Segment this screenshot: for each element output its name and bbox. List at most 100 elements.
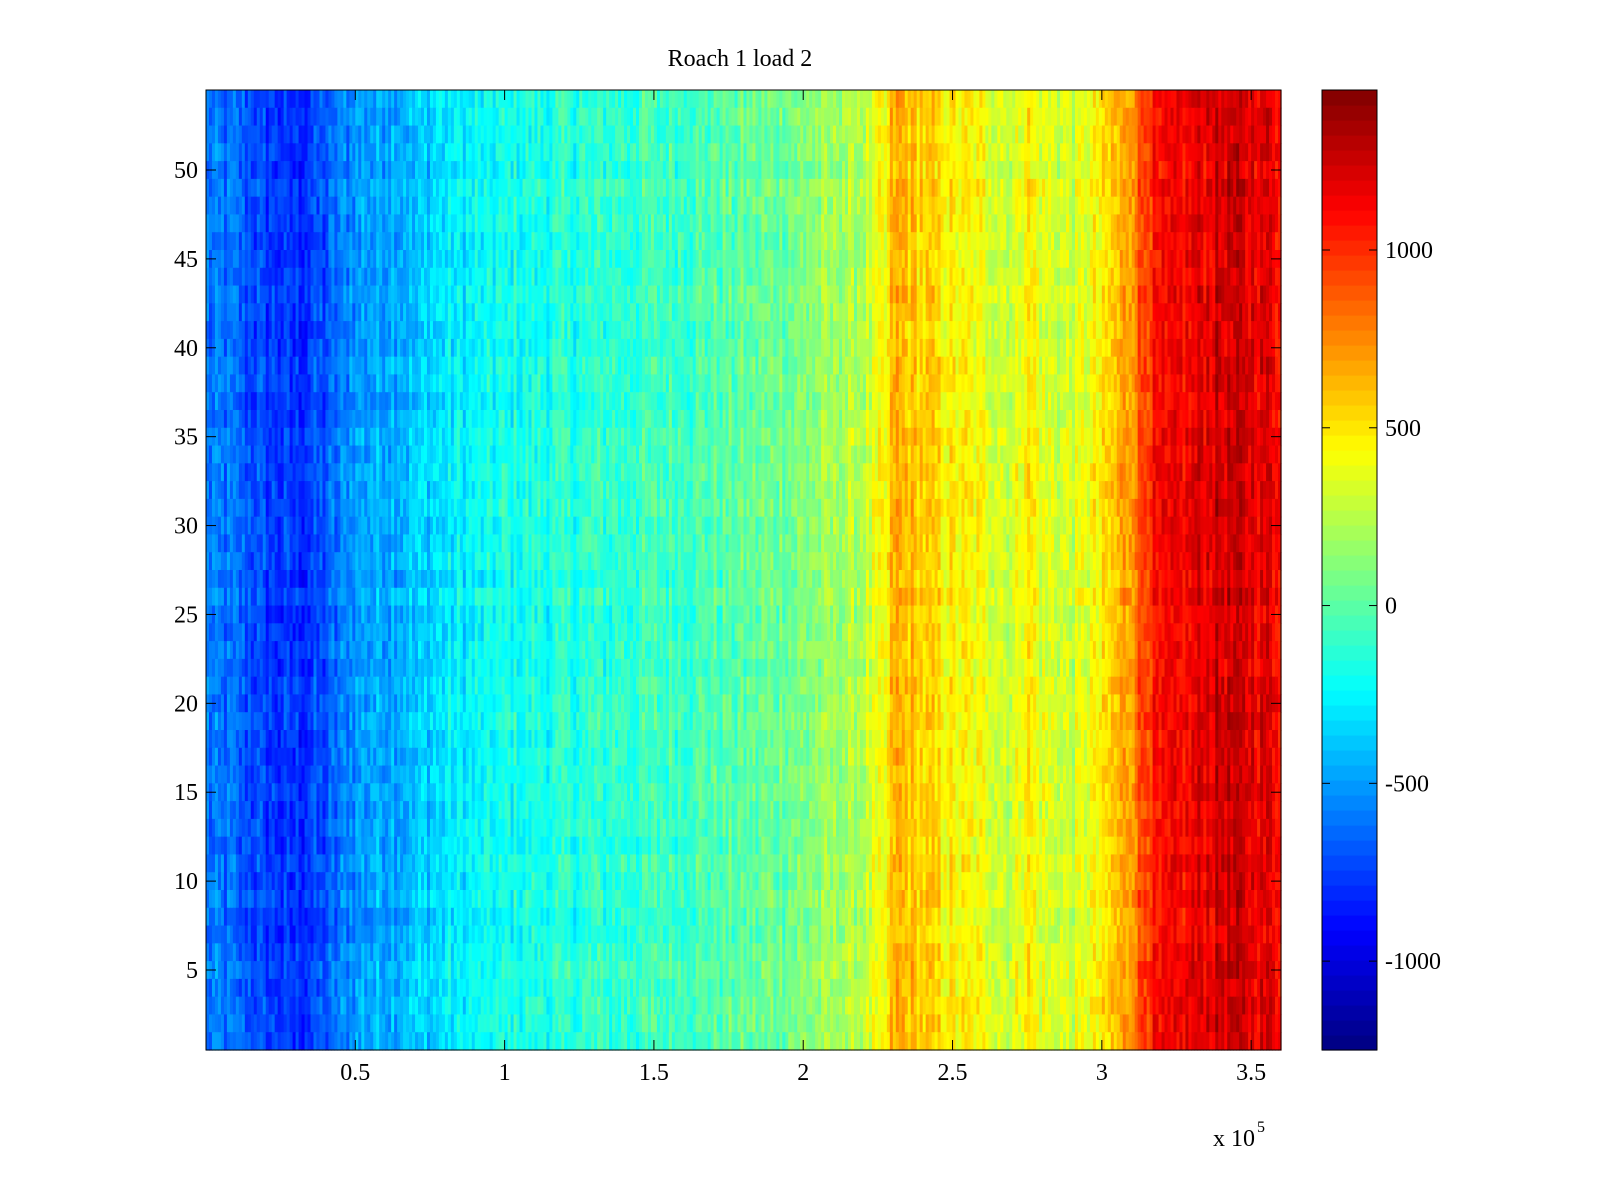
heatmap-cell: [367, 303, 371, 322]
heatmap-cell: [722, 196, 727, 216]
heatmap-cell: [444, 285, 449, 304]
heatmap-cell: [579, 90, 583, 109]
heatmap-cell: [1045, 214, 1049, 233]
heatmap-cell: [495, 214, 500, 233]
heatmap-cell: [382, 214, 386, 233]
heatmap-cell: [232, 178, 237, 198]
heatmap-cell: [540, 321, 545, 340]
heatmap-cell: [1101, 161, 1106, 180]
heatmap-cell: [576, 143, 580, 162]
heatmap-cell: [214, 90, 219, 109]
heatmap-cell: [919, 303, 924, 322]
heatmap-cell: [1203, 250, 1207, 269]
heatmap-cell: [627, 303, 631, 322]
heatmap-cell: [397, 143, 401, 162]
heatmap-cell: [217, 285, 222, 304]
heatmap-cell: [412, 214, 416, 233]
heatmap-cell: [755, 267, 760, 287]
heatmap-cell: [319, 161, 324, 180]
heatmap-cell: [1191, 161, 1196, 180]
heatmap-cell: [546, 303, 551, 322]
heatmap-cell: [650, 196, 655, 216]
heatmap-cell: [1170, 250, 1175, 269]
heatmap-cell: [940, 107, 945, 127]
heatmap-cell: [1048, 107, 1052, 127]
heatmap-cell: [1092, 285, 1097, 304]
heatmap-cell: [1143, 214, 1148, 233]
heatmap-cell: [364, 90, 368, 109]
heatmap-cell: [910, 161, 915, 180]
heatmap-cell: [235, 267, 240, 287]
heatmap-cell: [689, 303, 694, 322]
heatmap-cell: [304, 267, 309, 287]
heatmap-cell: [770, 250, 774, 269]
heatmap-cell: [337, 90, 341, 109]
heatmap-cell: [409, 285, 413, 304]
heatmap-cell: [725, 232, 730, 251]
heatmap-cell: [1209, 90, 1213, 109]
heatmap-cell: [549, 196, 553, 216]
heatmap-cell: [286, 125, 291, 144]
heatmap-cell: [985, 90, 989, 109]
heatmap-cell: [358, 196, 362, 216]
heatmap-cell: [791, 303, 795, 322]
heatmap-cell: [355, 214, 359, 233]
heatmap-cell: [513, 303, 518, 322]
heatmap-cell: [1134, 267, 1139, 287]
heatmap-cell: [1003, 267, 1007, 287]
heatmap-cell: [597, 321, 601, 340]
heatmap-cell: [206, 178, 210, 198]
heatmap-cell: [812, 125, 816, 144]
heatmap-cell: [842, 250, 846, 269]
heatmap-cell: [477, 178, 482, 198]
heatmap-cell: [585, 143, 589, 162]
heatmap-cell: [1039, 232, 1043, 251]
heatmap-cell: [459, 125, 464, 144]
heatmap-cell: [800, 321, 804, 340]
heatmap-cell: [1068, 90, 1073, 109]
heatmap-cell: [659, 250, 664, 269]
heatmap-cell: [1233, 232, 1237, 251]
heatmap-cell: [585, 178, 589, 198]
heatmap-cell: [564, 250, 568, 269]
heatmap-cell: [862, 303, 867, 322]
heatmap-cell: [665, 161, 670, 180]
heatmap-cell: [229, 196, 234, 216]
heatmap-cell: [836, 232, 840, 251]
heatmap-cell: [522, 267, 527, 287]
heatmap-cell: [561, 143, 565, 162]
heatmap-cell: [776, 214, 780, 233]
heatmap-cell: [1143, 267, 1148, 287]
heatmap-cell: [250, 196, 255, 216]
heatmap-cell: [653, 178, 658, 198]
heatmap-cell: [943, 107, 948, 127]
heatmap-cell: [901, 196, 906, 216]
heatmap-cell: [597, 143, 601, 162]
heatmap-cell: [680, 178, 685, 198]
heatmap-cell: [827, 161, 831, 180]
heatmap-cell: [573, 178, 577, 198]
heatmap-cell: [1218, 107, 1222, 127]
heatmap-cell: [883, 178, 888, 198]
heatmap-cell: [761, 321, 766, 340]
heatmap-cell: [1018, 214, 1022, 233]
heatmap-cell: [561, 250, 565, 269]
heatmap-cell: [1125, 303, 1130, 322]
heatmap-cell: [400, 267, 404, 287]
heatmap-cell: [934, 321, 939, 340]
heatmap-cell: [743, 196, 748, 216]
heatmap-cell: [1263, 143, 1267, 162]
heatmap-cell: [1060, 161, 1064, 180]
heatmap-cell: [394, 107, 398, 127]
heatmap-cell: [1143, 143, 1148, 162]
heatmap-cell: [650, 232, 655, 251]
heatmap-cell: [650, 214, 655, 233]
heatmap-cell: [1095, 125, 1100, 144]
heatmap-cell: [973, 107, 978, 127]
heatmap-cell: [758, 178, 763, 198]
heatmap-cell: [253, 143, 258, 162]
heatmap-cell: [627, 214, 631, 233]
heatmap-cell: [928, 250, 933, 269]
heatmap-cell: [456, 196, 461, 216]
heatmap-cell: [211, 232, 216, 251]
